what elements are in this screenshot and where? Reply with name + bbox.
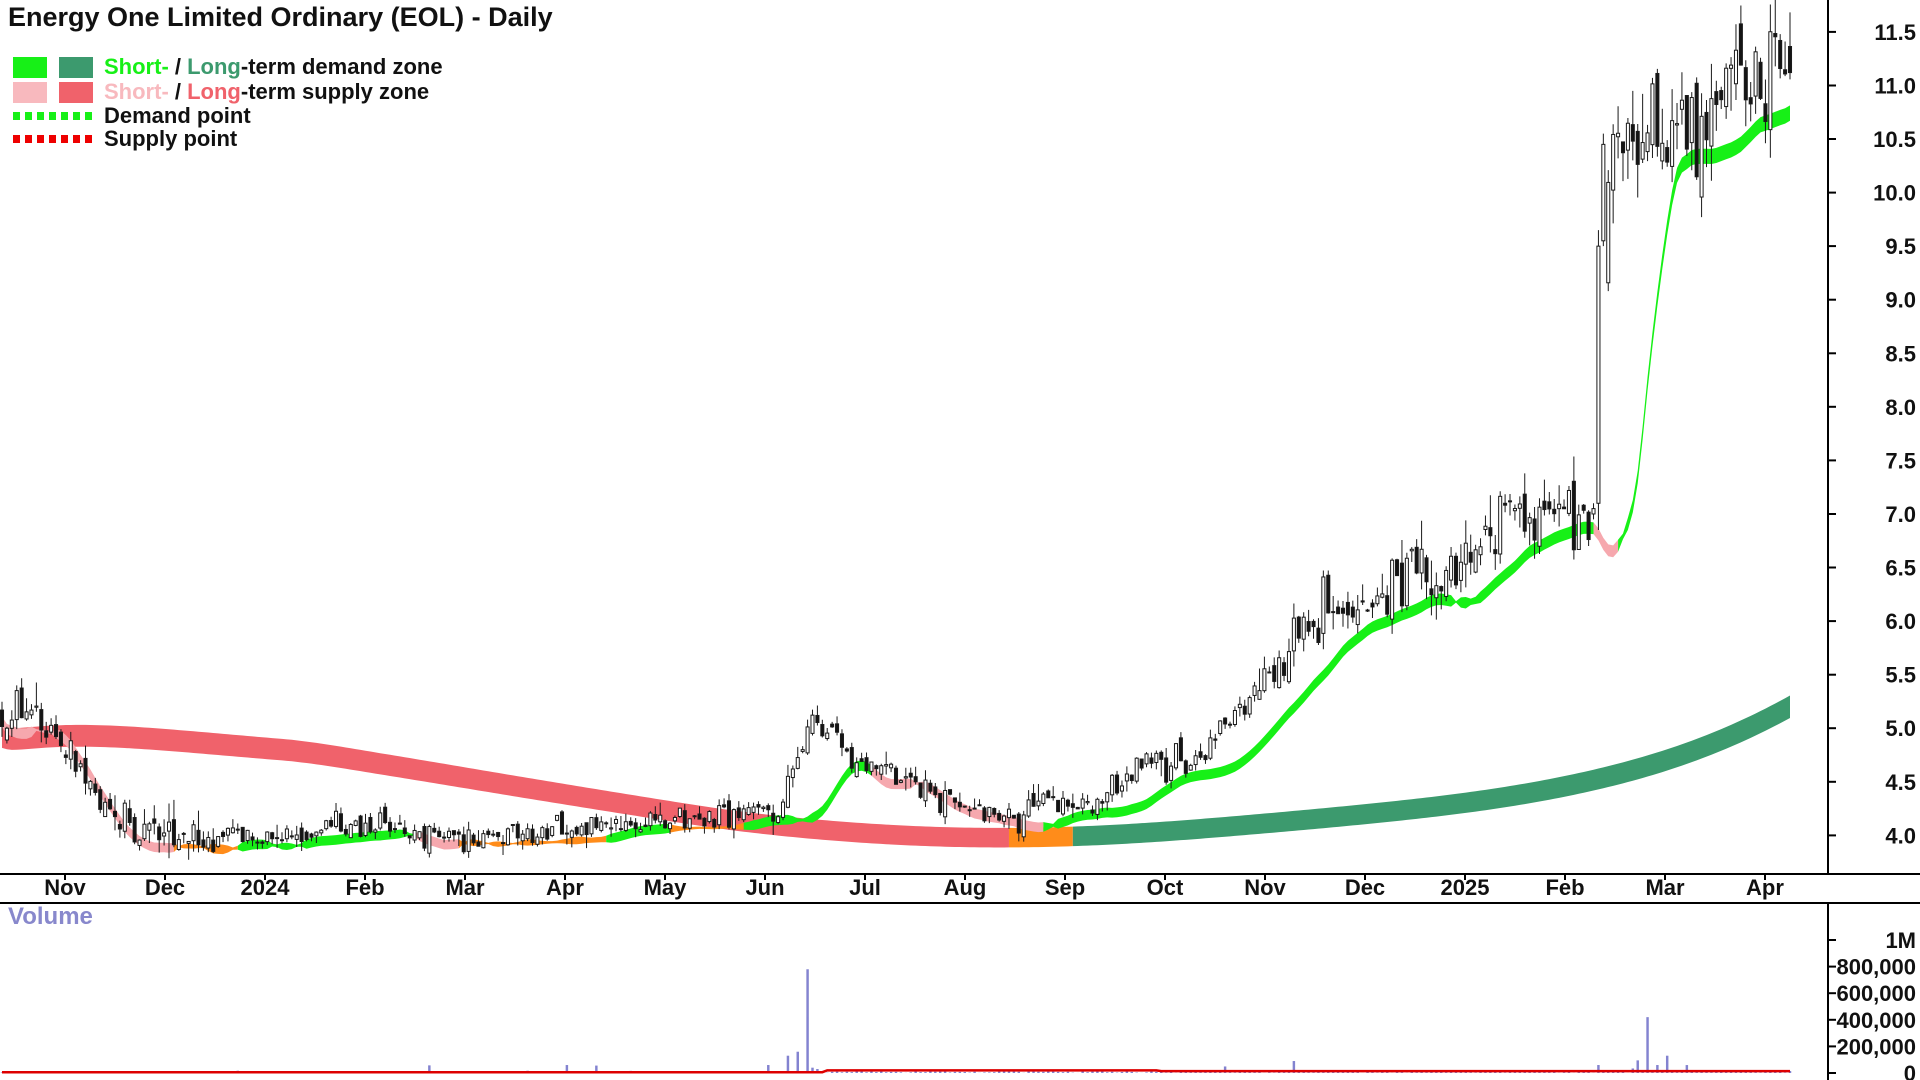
svg-text:9.5: 9.5 bbox=[1885, 234, 1916, 259]
svg-text:4.5: 4.5 bbox=[1885, 770, 1916, 795]
svg-text:Oct: Oct bbox=[1147, 875, 1184, 900]
svg-text:8.0: 8.0 bbox=[1885, 395, 1916, 420]
svg-text:200,000: 200,000 bbox=[1836, 1034, 1916, 1059]
svg-text:Short- / Long-term demand zone: Short- / Long-term demand zone bbox=[104, 54, 443, 79]
svg-text:7.5: 7.5 bbox=[1885, 448, 1916, 473]
svg-text:11.5: 11.5 bbox=[1874, 20, 1916, 45]
svg-text:800,000: 800,000 bbox=[1836, 955, 1916, 980]
svg-text:6.0: 6.0 bbox=[1885, 609, 1916, 634]
svg-text:May: May bbox=[644, 875, 688, 900]
svg-text:Aug: Aug bbox=[944, 875, 987, 900]
svg-text:5.0: 5.0 bbox=[1885, 716, 1916, 741]
svg-text:Demand point: Demand point bbox=[104, 103, 251, 128]
svg-text:10.5: 10.5 bbox=[1873, 127, 1916, 152]
svg-text:Jul: Jul bbox=[849, 875, 881, 900]
svg-text:Jun: Jun bbox=[745, 875, 784, 900]
svg-text:4.0: 4.0 bbox=[1885, 823, 1916, 848]
svg-text:Dec: Dec bbox=[145, 875, 185, 900]
svg-text:10.0: 10.0 bbox=[1873, 181, 1916, 206]
svg-text:6.5: 6.5 bbox=[1885, 556, 1916, 581]
svg-text:Feb: Feb bbox=[345, 875, 384, 900]
svg-text:7.0: 7.0 bbox=[1885, 502, 1916, 527]
svg-text:Sep: Sep bbox=[1045, 875, 1085, 900]
svg-text:600,000: 600,000 bbox=[1836, 981, 1916, 1006]
svg-text:Mar: Mar bbox=[1645, 875, 1685, 900]
svg-text:1M: 1M bbox=[1885, 928, 1916, 953]
svg-text:Supply point: Supply point bbox=[104, 126, 238, 151]
svg-text:400,000: 400,000 bbox=[1836, 1008, 1916, 1033]
svg-text:5.5: 5.5 bbox=[1885, 663, 1916, 688]
svg-text:Feb: Feb bbox=[1545, 875, 1584, 900]
svg-text:Mar: Mar bbox=[445, 875, 485, 900]
svg-text:Short- / Long-term supply zone: Short- / Long-term supply zone bbox=[104, 79, 429, 104]
svg-text:Nov: Nov bbox=[44, 875, 86, 900]
svg-text:11.0: 11.0 bbox=[1874, 74, 1916, 99]
svg-text:2025: 2025 bbox=[1441, 875, 1490, 900]
svg-text:8.5: 8.5 bbox=[1885, 341, 1916, 366]
svg-text:2024: 2024 bbox=[241, 875, 291, 900]
svg-text:9.0: 9.0 bbox=[1885, 288, 1916, 313]
svg-text:Dec: Dec bbox=[1345, 875, 1385, 900]
svg-text:0: 0 bbox=[1904, 1061, 1916, 1080]
svg-text:Apr: Apr bbox=[1746, 875, 1784, 900]
svg-text:Apr: Apr bbox=[546, 875, 584, 900]
svg-text:Volume: Volume bbox=[8, 903, 93, 930]
svg-text:Nov: Nov bbox=[1244, 875, 1286, 900]
svg-text:Energy One Limited Ordinary (E: Energy One Limited Ordinary (EOL) - Dail… bbox=[8, 2, 553, 32]
